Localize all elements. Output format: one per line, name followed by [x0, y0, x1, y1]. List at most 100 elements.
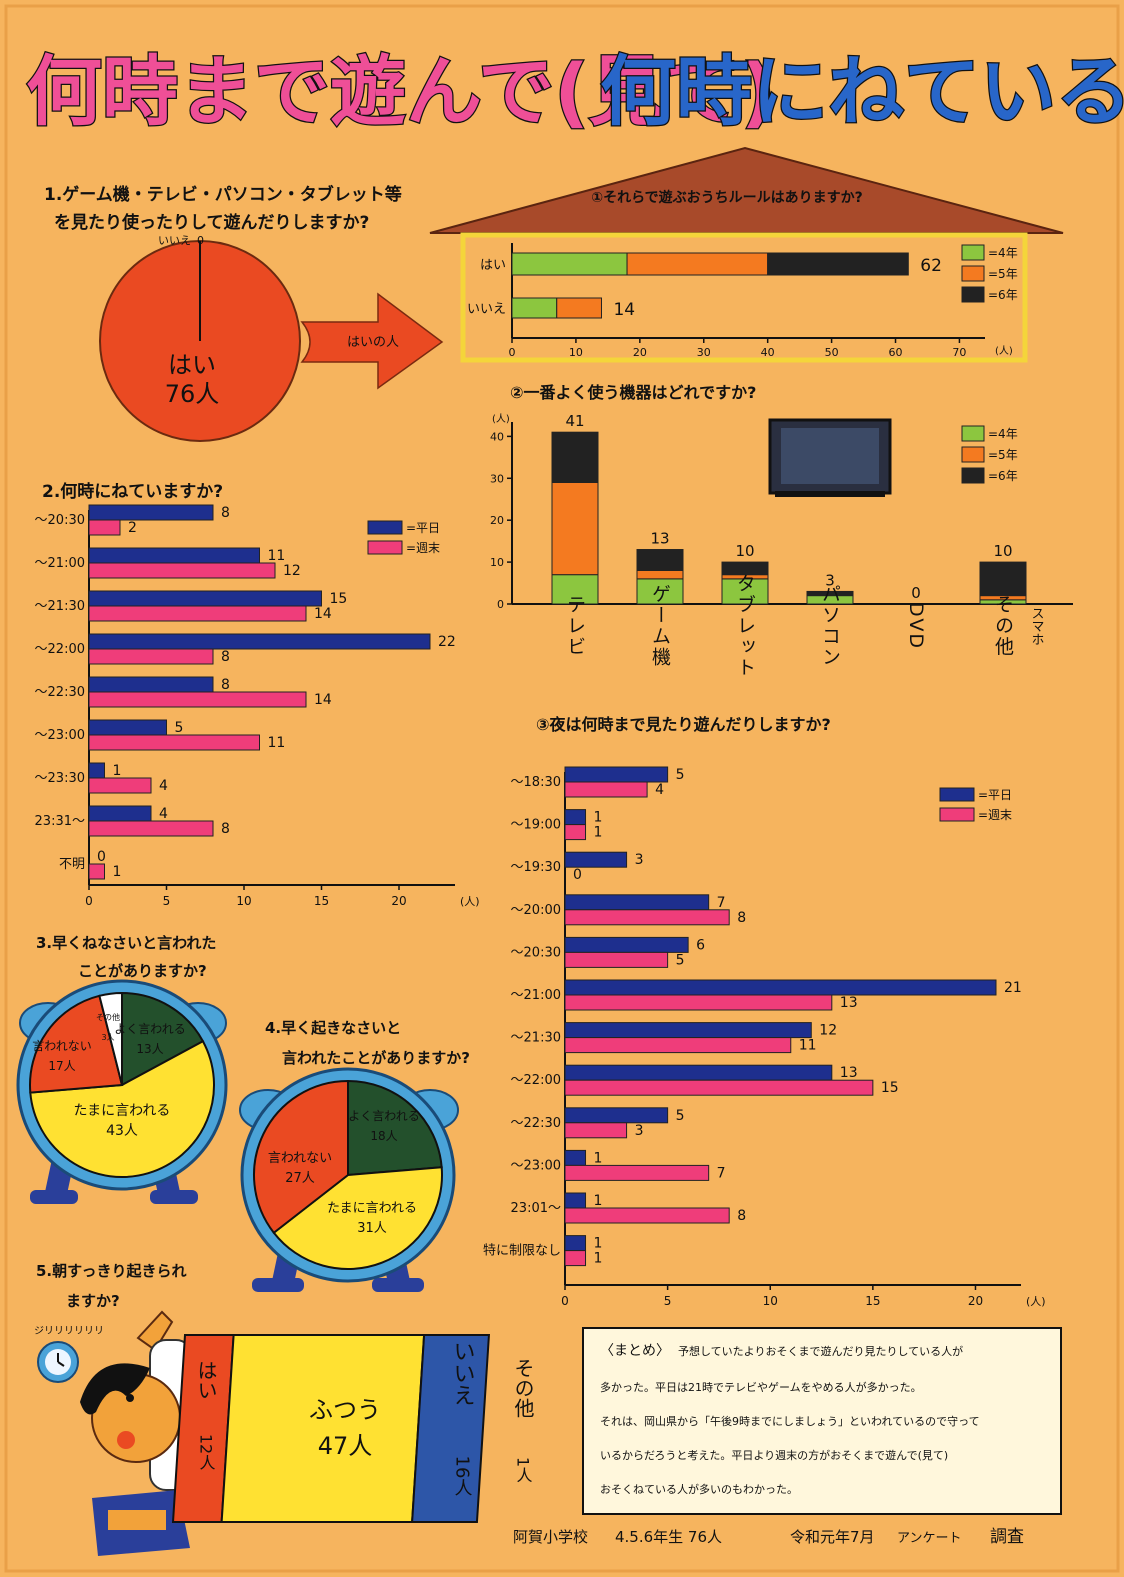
q3b-bar [564, 909, 730, 926]
q3b-value-label: 5 [676, 767, 685, 783]
q3-slice-label: その他 [96, 1012, 120, 1022]
q4-title-line2: 言われたことがありますか? [282, 1049, 470, 1067]
q2-value-label: 8 [221, 677, 230, 693]
q1b-bar-segment [551, 431, 599, 483]
q1b-legend-label: =5年 [988, 448, 1018, 462]
q2-category-label: 〜20:30 [35, 513, 85, 528]
q2-x-tick-label: 20 [391, 894, 406, 908]
q2-bar [88, 719, 167, 736]
q3-slice-label: たまに言われる [74, 1103, 171, 1119]
q1a-legend-label: =4年 [988, 246, 1018, 260]
q3b-value-label: 1 [594, 825, 603, 841]
q3b-value-label: 1 [594, 1193, 603, 1209]
q4-slice [347, 1079, 443, 1177]
footer-label: 調査 [990, 1527, 1024, 1547]
footer-date: 令和元年7月 [790, 1528, 875, 1546]
q1a-bar-segment [511, 297, 558, 319]
q3b-bar [564, 1149, 587, 1166]
q2-x-tick-label: 5 [163, 894, 171, 908]
q1a-total-label: 62 [920, 256, 942, 276]
q5-segment-label: ふつう [309, 1396, 381, 1424]
q3b-value-label: 12 [819, 1023, 837, 1039]
q2-bar [88, 590, 322, 607]
q1a-x-tick-label: 60 [889, 346, 903, 359]
title-part-2: 何時にねているの? [600, 47, 1124, 136]
q2-value-label: 1 [113, 864, 122, 880]
q3b-value-label: 1 [594, 1251, 603, 1267]
q4-slice [253, 1079, 349, 1235]
q3-slice [29, 994, 124, 1094]
q2-bar [88, 676, 214, 693]
q3-slice-value: 43人 [106, 1123, 138, 1139]
summary-line-3: それは、岡山県から「午後9時までにしましょう」といわれているので守って [600, 1414, 980, 1428]
q3-slice-label: 言われない [32, 1039, 91, 1053]
q3b-bar [564, 1122, 628, 1139]
q3b-value-label: 8 [737, 1208, 746, 1224]
summary-line-2: 多かった。平日は21時でテレビやゲームをやめる人が多かった。 [600, 1380, 922, 1394]
q2-section: 2.何時にねていますか? 0 5 10 15 20 (人)〜20:30 82〜21:00 11… [35, 481, 480, 908]
q2-title: 2.何時にねていますか? [42, 481, 223, 502]
q2-value-label: 1 [113, 763, 122, 779]
q3b-x-tick-label: 0 [561, 1294, 569, 1308]
q3b-x-tick-label: 15 [865, 1294, 880, 1308]
q3b-x-tick-label: 20 [968, 1294, 983, 1308]
q3b-legend-swatch [939, 787, 975, 802]
q5-segment-label: いいえ [450, 1340, 475, 1406]
summary-line-5: おそくねている人が多いのもわかった。 [600, 1482, 798, 1496]
q4-title-line1: 4.早く起きなさいと [265, 1019, 401, 1037]
q1a-bar-segment [511, 252, 628, 276]
q1b-legend-label: =4年 [988, 427, 1018, 441]
footer-type: アンケート [897, 1531, 961, 1546]
q1b-total-label: 10 [993, 542, 1012, 560]
q2-value-label: 22 [438, 634, 456, 650]
q1a-x-tick-label: 0 [509, 346, 516, 359]
q1b-total-label: 3 [825, 571, 835, 589]
q3b-value-label: 6 [696, 937, 705, 953]
q3b-category-label: 〜22:30 [511, 1116, 561, 1131]
q2-value-label: 11 [268, 735, 286, 751]
q1a-legend-swatch [961, 286, 985, 303]
q4-slice-label: よく言われる [348, 1109, 419, 1123]
q1a-category-label: はい [480, 258, 506, 273]
q2-category-label: 不明 [59, 857, 85, 872]
q3b-bar [564, 936, 689, 953]
q3b-chart: 0 5 10 15 20 (人)〜18:30 54〜19:00 11〜19:30 30〜20:0… [483, 766, 1046, 1308]
q1a-title: ①それらで遊ぶおうちルールはありますか? [591, 189, 863, 206]
q5-segment-value: 1人 [514, 1457, 533, 1483]
q3b-value-label: 7 [717, 895, 726, 911]
q3b-bar [564, 1107, 669, 1124]
q1b-total-label: 41 [565, 412, 584, 430]
q1b-legend-swatch [961, 467, 985, 484]
q2-bar [88, 562, 276, 579]
q2-value-label: 8 [221, 821, 230, 837]
q1-section: 1.ゲーム機・テレビ・パソコン・タブレット等 を見たり使ったりして遊んだりします… [44, 184, 444, 442]
q3b-value-label: 0 [573, 867, 582, 883]
summary-line-1: 予想していたよりおそくまで遊んだり見たりしている人が [678, 1344, 963, 1358]
q5-segment-value: 12人 [197, 1434, 216, 1470]
q1a-x-tick-label: 50 [825, 346, 839, 359]
q3b-value-label: 4 [655, 782, 664, 798]
q3b-bar [564, 781, 648, 798]
q1b-bar-segment [721, 578, 769, 605]
q5-title-line1: 5.朝すっきり起きられ [36, 1262, 187, 1280]
q1b-bar-segment [551, 481, 599, 576]
q3b-bar [564, 1064, 833, 1081]
q3b-value-label: 13 [840, 1065, 858, 1081]
q3b-bar [564, 1164, 710, 1181]
q2-bar [88, 605, 307, 622]
q2-bar [88, 734, 260, 751]
q3b-value-label: 5 [676, 1108, 685, 1124]
q2-category-label: 23:31〜 [35, 814, 85, 829]
q1a-x-tick-label: 20 [633, 346, 647, 359]
q2-value-label: 2 [128, 520, 137, 536]
q2-value-label: 14 [314, 606, 332, 622]
q2-bar [88, 777, 152, 794]
q3b-value-label: 8 [737, 910, 746, 926]
q2-category-label: 〜22:00 [35, 642, 85, 657]
q1b-y-unit: (人) [492, 413, 510, 425]
q2-x-unit: (人) [460, 895, 480, 908]
q1-title-line2: を見たり使ったりして遊んだりしますか? [54, 212, 369, 233]
q3b-category-label: 〜19:00 [511, 818, 561, 833]
q1a-chart: 0 10 20 30 40 50 60 70 (人) はい 62 いいえ 14 =4年 =5年 =6年 [467, 243, 1018, 359]
